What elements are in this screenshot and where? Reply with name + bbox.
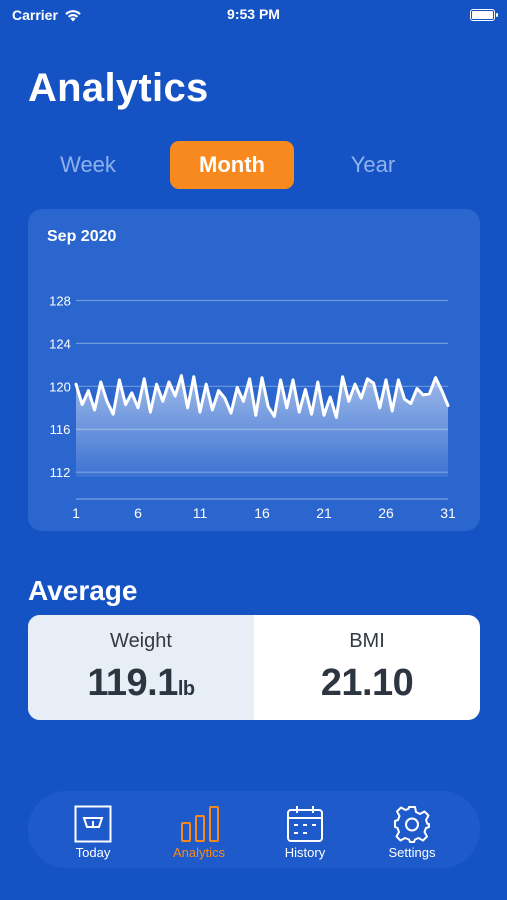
bmi-label: BMI	[349, 630, 385, 652]
average-bmi: BMI 21.10	[254, 615, 480, 720]
battery-icon	[470, 9, 498, 21]
y-tick-label: 128	[49, 293, 71, 308]
chart-title: Sep 2020	[47, 228, 117, 245]
segment-year[interactable]: Year	[350, 152, 396, 177]
period-segmented-control: Week Month Year	[28, 141, 480, 189]
tab-history[interactable]: History	[260, 791, 350, 868]
x-tick-label: 6	[134, 505, 142, 521]
x-tick-label: 21	[316, 505, 332, 521]
average-card: Weight 119.1lb BMI 21.10	[28, 615, 480, 720]
gear-icon	[394, 806, 430, 843]
bar-chart-icon	[181, 806, 219, 842]
x-tick-label: 26	[378, 505, 394, 521]
x-tick-label: 11	[193, 505, 208, 521]
tab-analytics[interactable]: Analytics	[154, 791, 244, 868]
status-left: Carrier	[12, 7, 82, 23]
weight-value: 119.1lb	[28, 662, 254, 705]
tab-settings[interactable]: Settings	[367, 791, 457, 868]
segment-month[interactable]: Month	[170, 141, 294, 189]
tab-today[interactable]: Today	[48, 791, 138, 868]
series-line	[74, 374, 450, 419]
wifi-icon	[65, 9, 81, 21]
segment-week[interactable]: Week	[60, 152, 116, 177]
weight-unit: lb	[177, 678, 195, 700]
series-area	[76, 375, 448, 477]
weight-number: 119.1	[87, 662, 178, 704]
bmi-value: 21.10	[320, 662, 414, 704]
tab-today-label: Today	[75, 845, 111, 860]
y-tick-label: 112	[50, 465, 71, 480]
average-weight: Weight 119.1lb	[28, 615, 254, 720]
x-tick-label: 1	[72, 505, 80, 521]
y-tick-label: 124	[49, 336, 71, 351]
y-tick-label: 120	[49, 379, 71, 394]
x-tick-label: 16	[254, 505, 270, 521]
status-time: 9:53 PM	[227, 6, 280, 22]
scale-icon	[74, 805, 112, 843]
x-tick-label: 31	[440, 505, 456, 521]
tab-settings-label: Settings	[388, 845, 436, 860]
chart-card: Sep 2020 128 124 120 116 112 1 6 11 16 21 26 31	[28, 209, 480, 531]
carrier-label: Carrier	[12, 7, 58, 23]
weight-label: Weight	[110, 630, 172, 652]
tab-bar: Today Analytics History Settings	[28, 791, 480, 868]
average-title: Average	[28, 575, 138, 606]
calendar-icon	[287, 806, 323, 842]
tab-analytics-label: Analytics	[172, 845, 226, 860]
page-title: Analytics	[28, 66, 209, 110]
tab-history-label: History	[284, 845, 326, 860]
y-tick-label: 116	[50, 422, 71, 437]
status-bar: Carrier 9:53 PM	[0, 0, 507, 30]
